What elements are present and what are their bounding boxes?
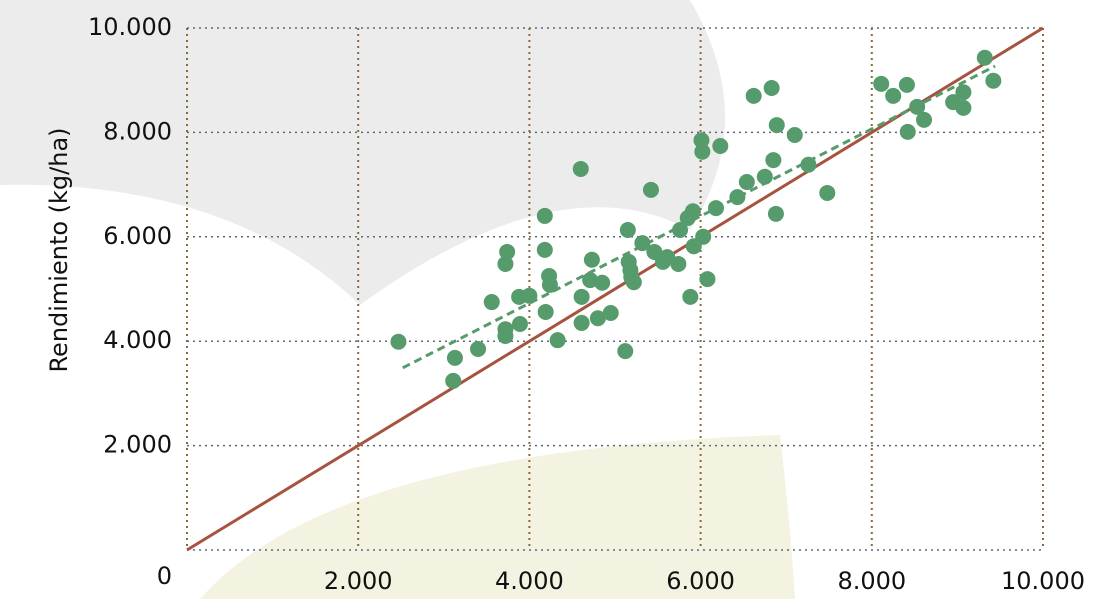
point	[738, 173, 755, 190]
y-tick-label: 6.000	[103, 222, 172, 250]
x-tick-label: 6.000	[666, 567, 735, 595]
y-tick-label: 2.000	[103, 431, 172, 459]
point	[390, 333, 407, 350]
point	[819, 184, 836, 201]
point	[745, 87, 762, 104]
point	[786, 127, 803, 144]
point	[446, 349, 463, 366]
point	[768, 117, 785, 134]
point	[470, 341, 487, 358]
point	[899, 123, 916, 140]
point	[583, 251, 600, 268]
point	[582, 272, 599, 289]
y-tick-label: 0	[157, 562, 172, 590]
point	[955, 84, 972, 101]
point	[695, 228, 712, 245]
point	[699, 271, 716, 288]
point	[729, 189, 746, 206]
point	[445, 372, 462, 389]
point	[594, 274, 611, 291]
point	[767, 205, 784, 222]
point	[985, 72, 1002, 89]
point	[619, 222, 636, 239]
point	[670, 255, 687, 272]
point	[536, 207, 553, 224]
trend-line	[402, 64, 996, 370]
reference-line	[186, 26, 1044, 552]
point	[573, 314, 590, 331]
point	[916, 111, 933, 128]
point	[684, 203, 701, 220]
point	[885, 87, 902, 104]
point	[694, 143, 711, 160]
point	[536, 241, 553, 258]
point	[572, 160, 589, 177]
point	[756, 168, 773, 185]
background-shape	[200, 435, 795, 599]
x-tick-label: 2.000	[324, 567, 393, 595]
point	[511, 315, 528, 332]
point	[976, 49, 993, 66]
x-tick-label: 10.000	[1001, 567, 1085, 595]
point	[589, 310, 606, 327]
x-tick-label: 4.000	[495, 567, 564, 595]
y-tick-label: 10.000	[88, 13, 172, 41]
point	[541, 276, 558, 293]
point	[765, 152, 782, 169]
y-axis-label: Rendimiento (kg/ha)	[45, 127, 73, 372]
point	[682, 288, 699, 305]
point	[712, 137, 729, 154]
point	[549, 332, 566, 349]
point	[873, 75, 890, 92]
point	[693, 132, 710, 149]
y-tick-label: 4.000	[103, 326, 172, 354]
point	[617, 343, 634, 360]
point	[763, 80, 780, 97]
point	[642, 181, 659, 198]
background-shape	[0, 0, 725, 305]
x-tick-label: 8.000	[837, 567, 906, 595]
point	[483, 294, 500, 311]
y-tick-label: 8.000	[103, 117, 172, 145]
point	[497, 327, 514, 344]
point	[499, 243, 516, 260]
point	[537, 303, 554, 320]
point	[955, 99, 972, 116]
point	[602, 305, 619, 322]
point	[497, 255, 514, 272]
point	[625, 274, 642, 291]
point	[573, 288, 590, 305]
point	[898, 76, 915, 93]
